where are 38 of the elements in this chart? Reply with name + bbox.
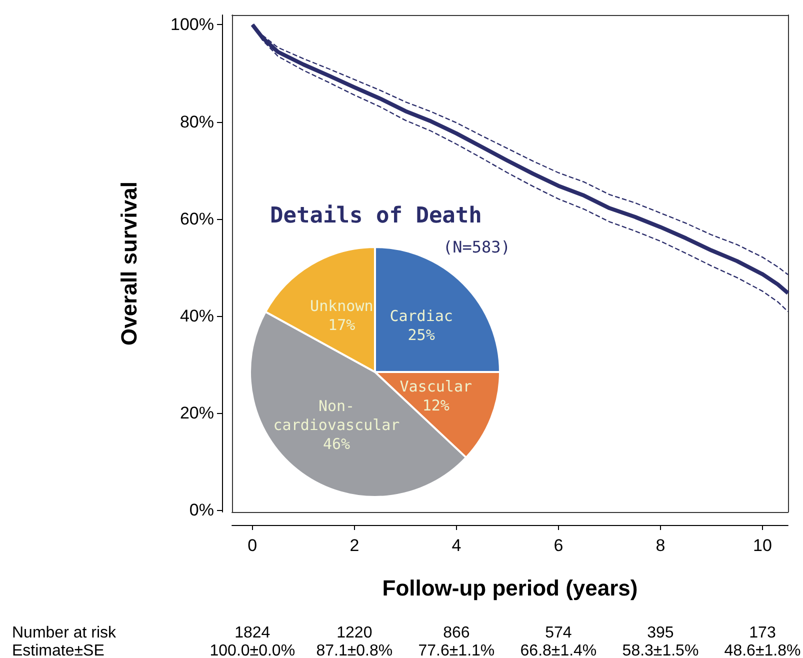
y-tick-label: 20%	[180, 403, 214, 422]
x-tick-label: 0	[248, 536, 258, 555]
y-tick-label: 40%	[180, 306, 214, 326]
slice-label: Non-cardiovascular	[273, 396, 400, 434]
text: 58.3±1.5%	[622, 642, 699, 658]
slice-label: Cardiac	[390, 307, 453, 326]
y-tick-label: 60%	[180, 209, 214, 228]
x-tick-label: 10	[753, 536, 772, 555]
text: 66.8±1.4%	[520, 642, 597, 658]
text: 77.6±1.1%	[418, 642, 495, 658]
text: 48.6±1.8%	[724, 642, 801, 658]
data-label: 46%	[322, 434, 350, 453]
slice-label: Unknown	[310, 297, 374, 316]
y-tick-label: 100%	[170, 15, 214, 34]
slice-label: Vascular	[400, 378, 472, 396]
x-tick-label: 6	[554, 536, 564, 555]
y-tick-label: 0%	[189, 500, 214, 520]
text: 395	[647, 624, 674, 642]
chart-title: Details of Death	[270, 204, 482, 228]
y-axis-title: Overall survival	[116, 182, 142, 346]
y-tick-label: 80%	[180, 112, 214, 132]
x-tick-label: 4	[452, 536, 462, 555]
data-label: 12%	[422, 396, 450, 415]
text: Number at risk	[12, 624, 118, 642]
text: 574	[545, 624, 572, 642]
text: Estimate±SE	[12, 642, 104, 658]
x-tick-label: 2	[350, 536, 360, 555]
chart-subtitle: (N=583)	[443, 238, 510, 256]
x-axis-title: Follow-up period (years)	[382, 576, 638, 600]
x-tick-label: 8	[656, 536, 666, 555]
text: 1220	[336, 624, 372, 642]
data-label: 25%	[408, 326, 435, 344]
text: 87.1±0.8%	[316, 642, 393, 658]
text: 1824	[234, 624, 270, 642]
text: 866	[443, 624, 470, 642]
text: 100.0±0.0%	[210, 642, 296, 658]
text: 173	[749, 624, 776, 642]
data-label: 17%	[328, 316, 356, 334]
